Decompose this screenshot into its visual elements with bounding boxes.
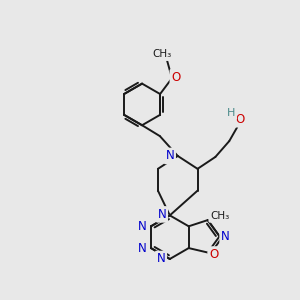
- Text: N: N: [157, 253, 165, 266]
- Text: CH₃: CH₃: [152, 50, 172, 59]
- Text: N: N: [138, 220, 146, 233]
- Text: O: O: [209, 248, 218, 261]
- Text: N: N: [221, 230, 230, 243]
- Text: O: O: [171, 71, 181, 84]
- Text: N: N: [158, 208, 166, 221]
- Text: O: O: [236, 113, 245, 126]
- Text: N: N: [165, 149, 174, 162]
- Text: H: H: [227, 108, 236, 118]
- Text: N: N: [138, 242, 146, 255]
- Text: CH₃: CH₃: [210, 211, 229, 221]
